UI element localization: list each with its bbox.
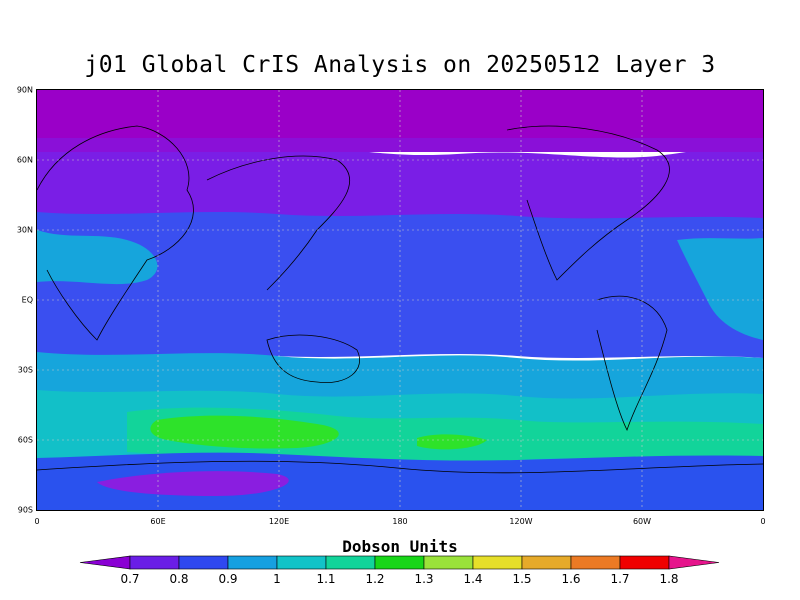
lat-label: 30N — [16, 225, 33, 235]
colorbar-segment — [423, 555, 474, 570]
lat-label: 60S — [17, 435, 33, 445]
colorbar-title: Dobson Units — [342, 537, 458, 556]
colorbar-segment — [619, 555, 670, 570]
colorbar-tick-label: 1.7 — [610, 572, 630, 586]
band-antarctic-core — [97, 471, 289, 496]
colorbar-tick-label: 0.8 — [169, 572, 189, 586]
lon-label: 60E — [150, 517, 166, 526]
colorbar-tick-label: 1.3 — [414, 572, 434, 586]
lat-label: 30S — [17, 365, 33, 375]
lon-label: 0 — [34, 517, 40, 526]
lat-label: EQ — [21, 295, 33, 305]
ozone-map — [36, 89, 764, 511]
colorbar-segment — [570, 555, 621, 570]
lat-label: 90N — [16, 85, 33, 95]
colorbar-tick-label: 0.7 — [120, 572, 140, 586]
lat-label: 90S — [17, 505, 33, 515]
colorbar-segment — [129, 555, 180, 570]
colorbar-tick-label: 1.6 — [561, 572, 581, 586]
band-north-mid — [37, 144, 763, 221]
lon-label: 0 — [760, 517, 766, 526]
map-title: j01 Global CrIS Analysis on 20250512 Lay… — [84, 52, 716, 78]
graticule — [37, 90, 763, 510]
colorbar-arrow-high — [668, 555, 720, 570]
colorbar-segment — [276, 555, 327, 570]
colorbar-segment — [374, 555, 425, 570]
lon-label: 120W — [509, 517, 533, 526]
colorbar-tick-label: 1.2 — [365, 572, 385, 586]
colorbar-arrow-low — [79, 555, 131, 570]
lon-label: 120E — [268, 517, 290, 526]
colorbar-segment — [521, 555, 572, 570]
colorbar-tick-label: 1 — [273, 572, 281, 586]
map-canvas — [37, 90, 763, 510]
colorbar-tick-label: 0.9 — [218, 572, 238, 586]
colorbar-segment — [472, 555, 523, 570]
lat-label: 60N — [16, 155, 33, 165]
colorbar-segment — [178, 555, 229, 570]
colorbar-segment — [227, 555, 278, 570]
colorbar-segment — [325, 555, 376, 570]
colorbar-tick-label: 1.1 — [316, 572, 336, 586]
coastlines — [37, 125, 763, 474]
band-southern-max-2 — [417, 434, 487, 450]
lon-label: 180 — [392, 517, 408, 526]
colorbar-tick-label: 1.8 — [659, 572, 679, 586]
colorbar-tick-label: 1.4 — [463, 572, 483, 586]
band-tropics-patch-1 — [37, 230, 158, 285]
band-southern-max — [150, 415, 339, 449]
band-tropics-patch-2 — [677, 238, 763, 340]
lon-label: 60W — [632, 517, 652, 526]
colorbar-tick-label: 1.5 — [512, 572, 532, 586]
